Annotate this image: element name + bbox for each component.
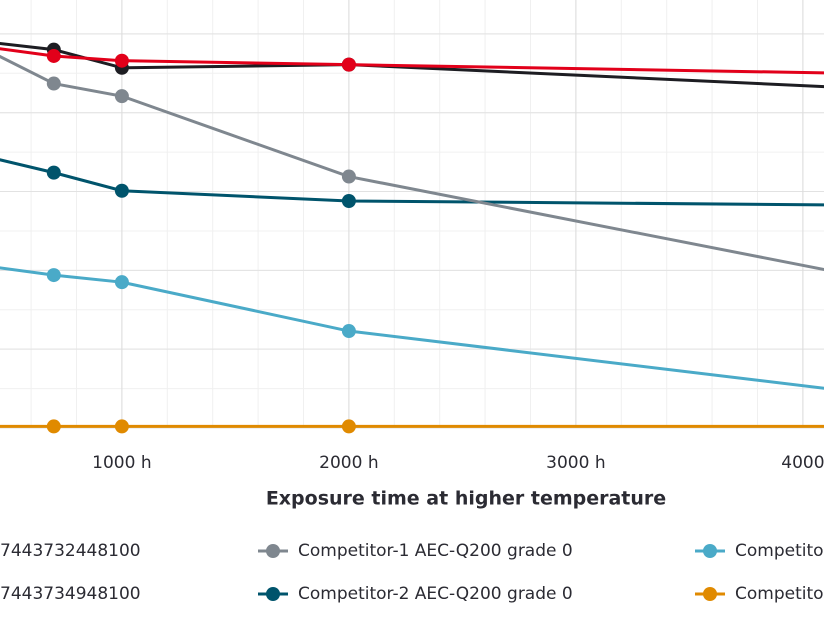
x-tick-label: 3000 h	[546, 453, 605, 473]
point	[46, 165, 61, 180]
x-tick-label: 1000 h	[92, 453, 151, 473]
legend: 7443732448100 7443734948100 Competitor-1 A…	[0, 541, 824, 604]
point	[114, 183, 129, 198]
series-line	[0, 54, 824, 272]
legend-label: Competitor-1 AEC-Q200 grade 0	[298, 541, 573, 561]
x-tick-label: 2000 h	[319, 453, 378, 473]
legend-marker	[266, 587, 280, 601]
point	[341, 419, 356, 434]
legend-marker	[266, 544, 280, 558]
legend-label: 7443734948100	[0, 584, 141, 604]
x-tick-label: 4000	[781, 453, 824, 473]
legend-marker	[703, 544, 717, 558]
x-axis-title: Exposure time at higher temperature	[266, 488, 666, 510]
point	[114, 89, 129, 104]
point	[341, 57, 356, 72]
plot-area	[0, 42, 824, 434]
legend-label: Competitor-2 AEC-Q200 grade 0	[298, 584, 573, 604]
point	[46, 419, 61, 434]
point	[46, 268, 61, 283]
grid	[0, 0, 824, 429]
legend-label: 7443732448100	[0, 541, 141, 561]
legend-label: Competito	[735, 584, 824, 604]
point	[114, 275, 129, 290]
point	[46, 76, 61, 91]
legend-label: Competito	[735, 541, 824, 561]
point	[114, 419, 129, 434]
point	[341, 193, 356, 208]
point	[114, 53, 129, 68]
legend-marker	[703, 587, 717, 601]
point	[46, 48, 61, 63]
point	[341, 324, 356, 339]
point	[341, 169, 356, 184]
